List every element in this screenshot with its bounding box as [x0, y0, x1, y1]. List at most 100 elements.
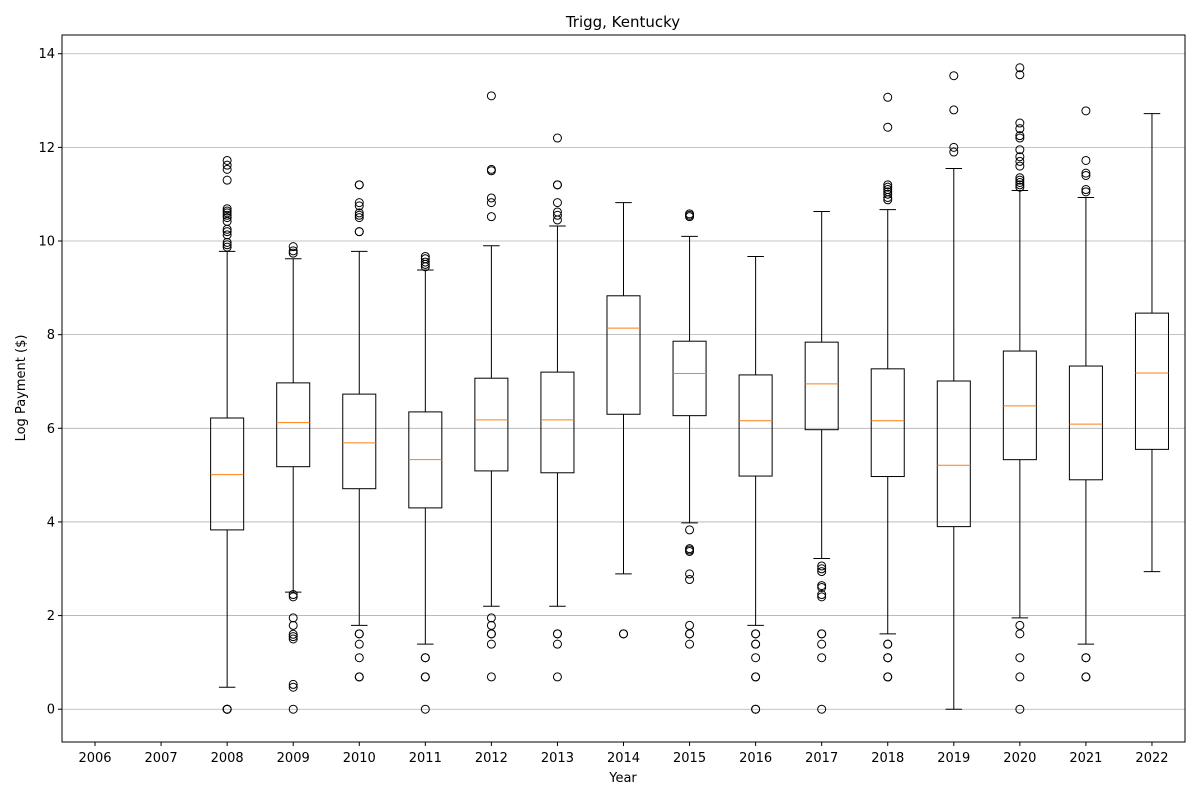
outlier-point	[486, 672, 496, 682]
outlier-point	[1015, 180, 1025, 190]
outlier-point	[817, 564, 827, 574]
outlier-point	[751, 704, 761, 714]
box-2010	[342, 180, 377, 682]
outlier-point	[486, 620, 496, 630]
box-2019	[936, 71, 971, 710]
outlier-point	[883, 122, 893, 132]
outlier-point	[222, 213, 232, 223]
x-tick-label: 2020	[1003, 751, 1036, 766]
outlier-point	[1081, 106, 1091, 116]
y-axis: 0 2 4 6 8 10 12 14	[38, 47, 62, 718]
boxes	[210, 63, 1169, 714]
iqr-box	[540, 371, 575, 474]
outlier-point	[288, 592, 298, 602]
outlier-point	[1015, 118, 1025, 128]
outlier-point	[949, 105, 959, 115]
outlier-point	[1015, 145, 1025, 155]
iqr-box	[606, 295, 641, 415]
chart-title: Trigg, Kentucky	[565, 13, 680, 31]
x-tick-label: 2017	[805, 751, 838, 766]
outlier-point	[883, 672, 893, 682]
box-2022	[1134, 113, 1169, 573]
outlier-point	[420, 672, 430, 682]
y-tick-label: 6	[47, 422, 55, 437]
outlier-point	[354, 653, 364, 663]
x-tick-label: 2006	[78, 751, 111, 766]
box-2014	[606, 202, 641, 639]
outlier-point	[685, 525, 695, 535]
box-2016	[738, 255, 773, 714]
outlier-point	[949, 142, 959, 152]
outlier-point	[354, 180, 364, 190]
iqr-box	[342, 393, 377, 490]
outlier-point	[222, 204, 232, 214]
outlier-point	[1081, 653, 1091, 663]
outlier-point	[1015, 672, 1025, 682]
outlier-point	[222, 160, 232, 170]
outlier-point	[354, 227, 364, 237]
outlier-point	[486, 212, 496, 222]
outlier-point	[883, 187, 893, 197]
outlier-point	[685, 569, 695, 579]
outlier-point	[1081, 672, 1091, 682]
x-tick-label: 2016	[739, 751, 772, 766]
iqr-box	[210, 417, 245, 531]
outlier-point	[222, 237, 232, 247]
outlier-point	[817, 561, 827, 571]
outlier-point	[354, 629, 364, 639]
outlier-point	[1015, 629, 1025, 639]
outlier-point	[552, 639, 562, 649]
y-tick-label: 8	[47, 328, 55, 343]
outlier-point	[222, 704, 232, 714]
iqr-box	[936, 380, 971, 528]
outlier-point	[817, 639, 827, 649]
outlier-point	[486, 164, 496, 174]
outlier-point	[751, 672, 761, 682]
outlier-point	[486, 613, 496, 623]
outlier-point	[1081, 168, 1091, 178]
box-2018	[870, 92, 905, 682]
x-tick-label: 2007	[145, 751, 178, 766]
outlier-point	[1015, 63, 1025, 73]
outlier-point	[420, 653, 430, 663]
outlier-point	[288, 679, 298, 689]
box-2013	[540, 133, 575, 682]
outlier-point	[883, 639, 893, 649]
outlier-point	[420, 254, 430, 264]
outlier-point	[486, 91, 496, 101]
x-tick-label: 2015	[673, 751, 706, 766]
x-tick-label: 2010	[343, 751, 376, 766]
y-tick-label: 14	[38, 47, 55, 62]
outlier-point	[949, 71, 959, 81]
outlier-point	[552, 133, 562, 143]
outlier-point	[354, 213, 364, 223]
outlier-point	[222, 227, 232, 237]
outlier-point	[222, 240, 232, 250]
outlier-point	[552, 207, 562, 217]
box-2020	[1002, 63, 1037, 714]
outlier-point	[1015, 175, 1025, 185]
outlier-point	[685, 209, 695, 219]
iqr-box	[804, 341, 839, 431]
y-tick-label: 12	[38, 141, 55, 156]
outlier-point	[817, 592, 827, 602]
outlier-point	[288, 613, 298, 623]
outlier-point	[685, 620, 695, 630]
outlier-point	[1015, 173, 1025, 183]
outlier-point	[751, 629, 761, 639]
x-tick-label: 2019	[937, 751, 970, 766]
outlier-point	[817, 704, 827, 714]
iqr-box	[738, 374, 773, 477]
y-tick-label: 0	[47, 703, 55, 718]
outlier-point	[1015, 133, 1025, 143]
outlier-point	[1015, 653, 1025, 663]
outlier-point	[1081, 155, 1091, 165]
outlier-point	[354, 198, 364, 208]
outlier-point	[288, 629, 298, 639]
outlier-point	[552, 180, 562, 190]
outlier-point	[883, 189, 893, 199]
outlier-point	[288, 632, 298, 642]
iqr-box	[1134, 312, 1169, 450]
